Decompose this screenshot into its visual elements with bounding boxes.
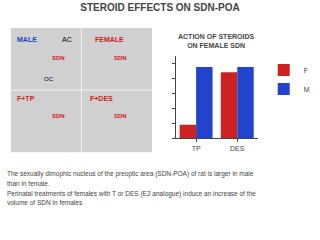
svg-text:TP: TP	[192, 145, 201, 152]
svg-text:The sexually dimophic nucleus: The sexually dimophic nucleus of the pre…	[7, 170, 254, 178]
svg-text:SDN: SDN	[52, 113, 65, 119]
svg-text:F: F	[304, 67, 308, 74]
svg-text:than in female.: than in female.	[7, 180, 50, 187]
svg-text:F+TP: F+TP	[17, 95, 35, 102]
svg-text:SDN: SDN	[114, 113, 127, 119]
svg-text:M: M	[304, 86, 310, 93]
svg-text:SDN: SDN	[114, 55, 127, 61]
svg-text:AC: AC	[62, 36, 72, 43]
svg-text:ACTION OF STEROIDSON FEMALE SD: ACTION OF STEROIDSON FEMALE SDN	[178, 33, 255, 49]
svg-text:MALE: MALE	[17, 36, 37, 43]
svg-text:STEROID EFFECTS ON SDN-POA: STEROID EFFECTS ON SDN-POA	[80, 2, 239, 13]
svg-text:volume of SDN in females: volume of SDN in females	[7, 199, 83, 206]
svg-text:DES: DES	[230, 145, 245, 152]
svg-text:FEMALE: FEMALE	[95, 36, 124, 43]
svg-text:F+DES: F+DES	[90, 95, 113, 102]
svg-text:SDN: SDN	[52, 55, 65, 61]
svg-text:OC: OC	[44, 76, 54, 82]
svg-text:Perinatal treatments of female: Perinatal treatments of females with T o…	[7, 190, 256, 198]
